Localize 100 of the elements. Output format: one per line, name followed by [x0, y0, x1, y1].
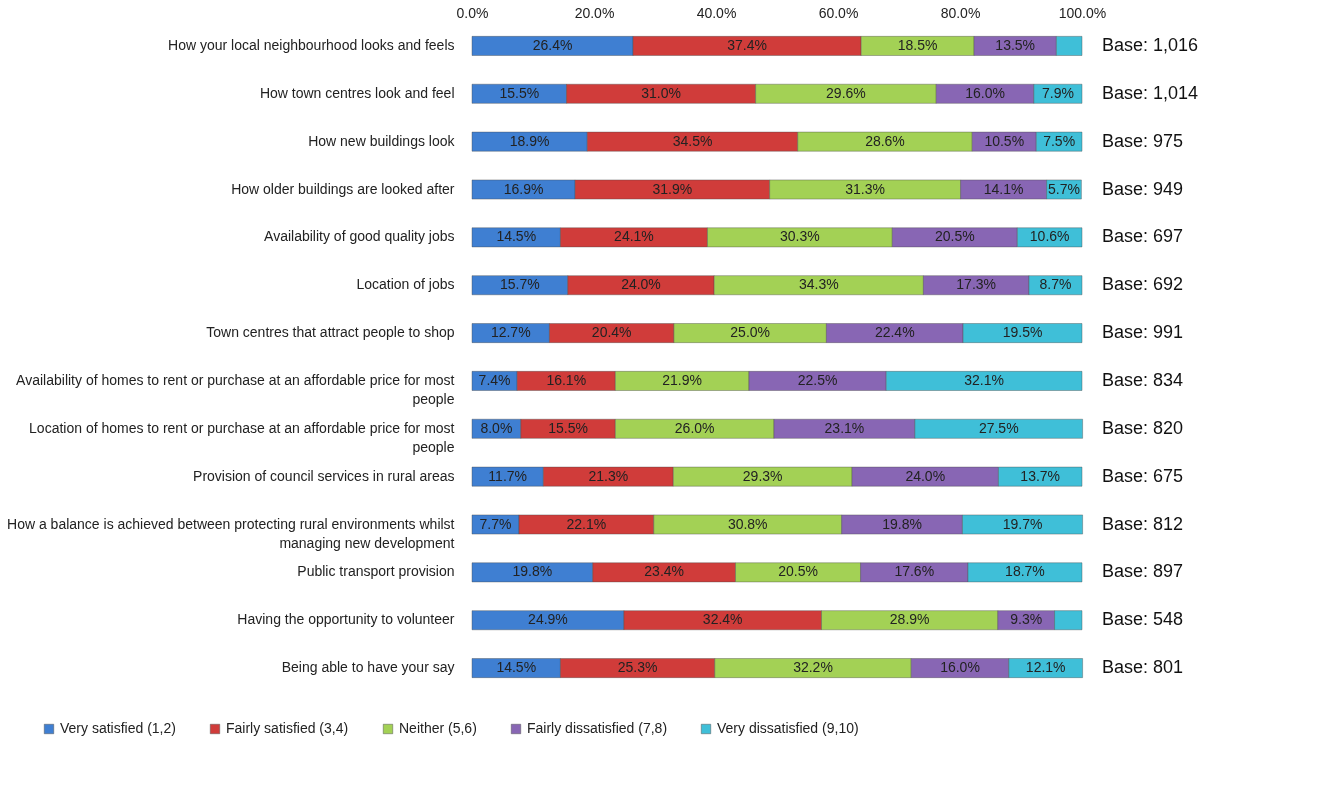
data-label: 7.4%	[478, 371, 511, 388]
legend-label: Very dissatisfied (9,10)	[717, 720, 859, 736]
data-label: 12.7%	[490, 324, 531, 341]
y-tick-label: How older buildings are looked after	[231, 180, 455, 197]
y-tick-label: Having the opportunity to volunteer	[237, 611, 455, 628]
data-label: 32.4%	[702, 611, 743, 628]
legend-label: Fairly satisfied (3,4)	[226, 720, 349, 736]
data-label: 7.9%	[1041, 84, 1074, 101]
data-label: 7.5%	[1043, 132, 1076, 149]
y-tick-label: How new buildings look	[308, 132, 456, 149]
data-label: 16.0%	[940, 659, 980, 676]
y-tick-label: Public transport provision	[297, 563, 455, 580]
data-label: 10.6%	[1029, 228, 1070, 245]
y-tick-label: Location of jobs	[356, 276, 455, 293]
data-label: 15.5%	[548, 419, 588, 436]
text: Base: 949	[1102, 178, 1184, 199]
data-label: 24.1%	[614, 228, 654, 245]
data-label: 25.3%	[617, 659, 658, 676]
data-label: 34.5%	[672, 132, 713, 149]
data-label: 27.5%	[978, 419, 1019, 436]
y-tick-label: Being able to have your say	[281, 659, 455, 676]
x-tick-label: 80.0%	[940, 4, 981, 21]
data-label: 19.8%	[882, 515, 922, 532]
data-label: 13.5%	[995, 36, 1036, 53]
data-label: 8.7%	[1039, 276, 1072, 293]
data-label: 25.0%	[730, 324, 771, 341]
y-tick-label: How town centres look and feel	[259, 84, 455, 101]
data-label: 20.5%	[934, 228, 975, 245]
data-label: 14.1%	[983, 180, 1024, 197]
text: Base: 1,016	[1102, 34, 1199, 55]
text: Base: 697	[1102, 226, 1184, 247]
data-label: 16.1%	[546, 371, 587, 388]
data-label: 24.9%	[528, 611, 568, 628]
data-label: 22.1%	[566, 515, 607, 532]
data-label: 28.6%	[865, 132, 905, 149]
data-label: 29.6%	[826, 84, 866, 101]
data-label: 16.0%	[965, 84, 1005, 101]
data-label: 26.4%	[532, 36, 573, 53]
data-label: 31.0%	[641, 84, 681, 101]
x-tick-label: 20.0%	[574, 4, 615, 21]
text: Base: 692	[1102, 274, 1184, 295]
data-label: 37.4%	[727, 36, 767, 53]
text: Base: 820	[1102, 417, 1184, 438]
data-label: 15.5%	[499, 84, 540, 101]
legend-label: Neither (5,6)	[399, 720, 477, 736]
text: Base: 548	[1102, 609, 1184, 630]
data-label: 14.5%	[496, 659, 537, 676]
text: Base: 991	[1102, 322, 1184, 343]
data-label: 20.5%	[778, 563, 818, 580]
y-tick-label: Town centres that attract people to shop	[206, 324, 455, 341]
data-label: 32.2%	[793, 659, 833, 676]
data-label: 32.1%	[964, 371, 1004, 388]
data-label: 12.1%	[1025, 659, 1066, 676]
data-label: 11.7%	[488, 467, 528, 484]
data-label: 17.3%	[956, 276, 997, 293]
data-label: 19.5%	[1002, 324, 1043, 341]
data-label: 22.4%	[874, 324, 915, 341]
data-label: 24.0%	[905, 467, 946, 484]
data-label: 24.0%	[621, 276, 661, 293]
y-tick-label: Provision of council services in rural areas	[193, 467, 455, 484]
text: Base: 975	[1102, 130, 1184, 151]
data-label: 28.9%	[889, 611, 930, 628]
data-label: 30.8%	[727, 515, 768, 532]
data-label: 29.3%	[742, 467, 783, 484]
data-label: 31.3%	[845, 180, 885, 197]
data-label: 18.5%	[897, 36, 938, 53]
data-label: 18.9%	[509, 132, 550, 149]
data-label: 30.3%	[780, 228, 820, 245]
data-label: 22.5%	[797, 371, 838, 388]
data-label: 31.9%	[652, 180, 693, 197]
data-label: 21.9%	[662, 371, 702, 388]
x-tick-label: 60.0%	[818, 4, 859, 21]
text: Base: 1,014	[1102, 82, 1199, 103]
y-tick-label: Availability of homes to rent or purchase at an affordable price for most people	[16, 371, 455, 407]
x-tick-label: 100.0%	[1058, 4, 1107, 21]
text: Base: 812	[1102, 513, 1184, 534]
y-tick-label: How your local neighbourhood looks and feels	[168, 36, 455, 53]
data-label: 10.5%	[984, 132, 1025, 149]
data-label: 23.1%	[824, 419, 865, 436]
data-label: 26.0%	[674, 419, 715, 436]
y-tick-label: How a balance is achieved between protecting rural environments whilst managing new development	[7, 515, 455, 551]
data-label: 9.3%	[1010, 611, 1043, 628]
text: Base: 897	[1102, 561, 1184, 582]
data-label: 21.3%	[588, 467, 629, 484]
data-label: 18.7%	[1005, 563, 1045, 580]
data-label: 14.5%	[496, 228, 537, 245]
data-label: 19.8%	[512, 563, 553, 580]
data-label: 5.7%	[1048, 180, 1080, 197]
text: Base: 801	[1102, 657, 1184, 678]
x-tick-label: 0.0%	[456, 4, 489, 21]
x-tick-label: 40.0%	[696, 4, 737, 21]
data-label: 17.6%	[894, 563, 935, 580]
data-label: 16.9%	[503, 180, 544, 197]
text: Base: 834	[1102, 369, 1184, 390]
data-label: 19.7%	[1002, 515, 1043, 532]
data-label: 15.7%	[500, 276, 540, 293]
data-label: 8.0%	[480, 419, 513, 436]
data-label: 20.4%	[591, 324, 632, 341]
y-tick-label: Location of homes to rent or purchase at an affordable price for most people	[29, 419, 455, 455]
data-label: 23.4%	[644, 563, 684, 580]
